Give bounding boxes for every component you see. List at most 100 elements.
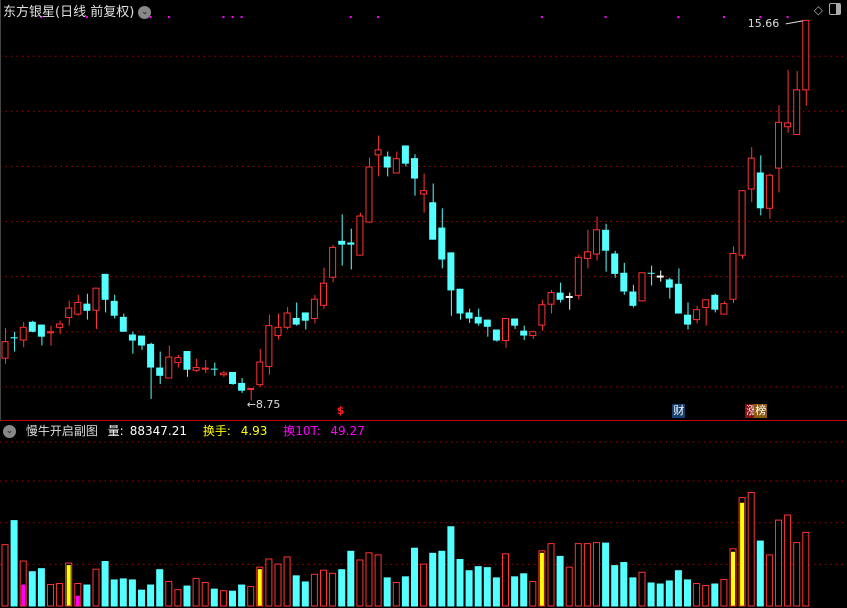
candle: [638, 272, 646, 302]
candle-body: [174, 357, 182, 364]
volume-bar: [238, 584, 246, 607]
volume-bar: [456, 558, 464, 607]
candle: [529, 330, 537, 339]
panel-toggle-icon[interactable]: [829, 3, 841, 15]
candle: [411, 154, 418, 196]
candle-body: [684, 314, 691, 325]
volume-bar: [201, 581, 209, 607]
candle: [502, 317, 509, 348]
candle-body: [374, 149, 382, 156]
candle-body: [474, 316, 482, 324]
candle-body: [492, 329, 500, 341]
candle: [383, 151, 391, 177]
candle: [702, 299, 710, 326]
volume-chart[interactable]: [0, 421, 847, 608]
turnover-highlight-bar: [257, 569, 262, 606]
volume-bar: [775, 519, 782, 607]
candle: [247, 387, 255, 401]
candle-body: [547, 292, 555, 305]
chevron-down-icon[interactable]: ⌄: [3, 425, 16, 438]
volume-bar: [10, 520, 18, 607]
candle: [356, 212, 364, 256]
candle: [238, 378, 246, 393]
candle-body: [320, 282, 327, 306]
candle-body: [583, 251, 591, 259]
volume-bar: [219, 590, 227, 607]
candle-body: [647, 272, 655, 274]
turnover-label: 换手:: [202, 424, 231, 438]
candle: [183, 351, 191, 377]
candle: [374, 135, 382, 177]
candle-body: [347, 242, 355, 245]
candle: [56, 320, 64, 334]
candle: [420, 173, 428, 213]
candle-body: [593, 229, 600, 255]
finance-icon[interactable]: 财: [672, 404, 686, 418]
candle-body: [210, 368, 218, 370]
candle-body: [720, 303, 728, 315]
candle: [119, 313, 127, 332]
candle-body: [10, 337, 18, 339]
candle-body: [1, 341, 9, 359]
candle: [210, 362, 218, 376]
chevron-down-icon[interactable]: ⌄: [138, 6, 152, 19]
candle-body: [702, 299, 710, 308]
candle: [219, 370, 227, 377]
candle: [556, 282, 564, 303]
candle-body: [229, 371, 236, 385]
candle: [620, 262, 628, 295]
volume-bar: [638, 571, 646, 607]
volume-bar: [138, 589, 145, 607]
candle-body: [101, 273, 109, 300]
turnover-highlight-bar: [75, 595, 80, 606]
volume-bar: [37, 568, 45, 607]
candle: [256, 348, 264, 387]
dollar-icon[interactable]: $: [336, 404, 345, 417]
volume-bar: [338, 569, 346, 607]
candle: [283, 306, 291, 330]
candle-body: [429, 202, 437, 240]
volume-bar: [629, 577, 637, 607]
volume-bar: [374, 554, 382, 607]
candle-body: [110, 300, 118, 316]
sub-panel-title[interactable]: 慢牛开启副图: [25, 424, 98, 438]
candle-body: [165, 356, 173, 379]
candle: [447, 252, 455, 316]
volume-bar: [693, 583, 701, 607]
candle: [92, 287, 100, 329]
diamond-icon[interactable]: ◇: [813, 3, 823, 17]
candle-body: [56, 323, 64, 328]
candle: [83, 293, 91, 320]
candle-body: [147, 343, 155, 368]
volume-bar: [593, 542, 600, 607]
signal-dot: [149, 16, 152, 18]
candle-body: [765, 174, 773, 209]
candle: [438, 208, 446, 269]
candle-body: [274, 326, 282, 337]
top-right-toolbar: ◇: [808, 2, 841, 17]
signal-dot: [377, 16, 380, 18]
candle: [583, 229, 591, 269]
ranking-icon[interactable]: 榜: [754, 404, 768, 418]
candle: [101, 273, 109, 313]
volume-bar: [574, 543, 582, 607]
candle: [784, 69, 792, 133]
candle: [693, 305, 701, 324]
volume-bar: [502, 553, 509, 607]
volume-bar: [665, 580, 673, 607]
candle-body: [483, 319, 491, 327]
signal-dot: [167, 16, 170, 18]
candle: [292, 302, 300, 326]
volume-bar: [274, 563, 282, 607]
candle: [401, 145, 409, 167]
candle: [456, 288, 464, 320]
candle-body: [602, 229, 610, 251]
volume-bar: [429, 552, 437, 607]
candle: [593, 216, 600, 261]
candle-body: [638, 272, 646, 302]
candle-body: [529, 331, 537, 337]
price-chart[interactable]: [0, 0, 847, 421]
candle-body: [674, 283, 682, 314]
candle: [274, 313, 282, 340]
volume-bar: [101, 561, 109, 607]
